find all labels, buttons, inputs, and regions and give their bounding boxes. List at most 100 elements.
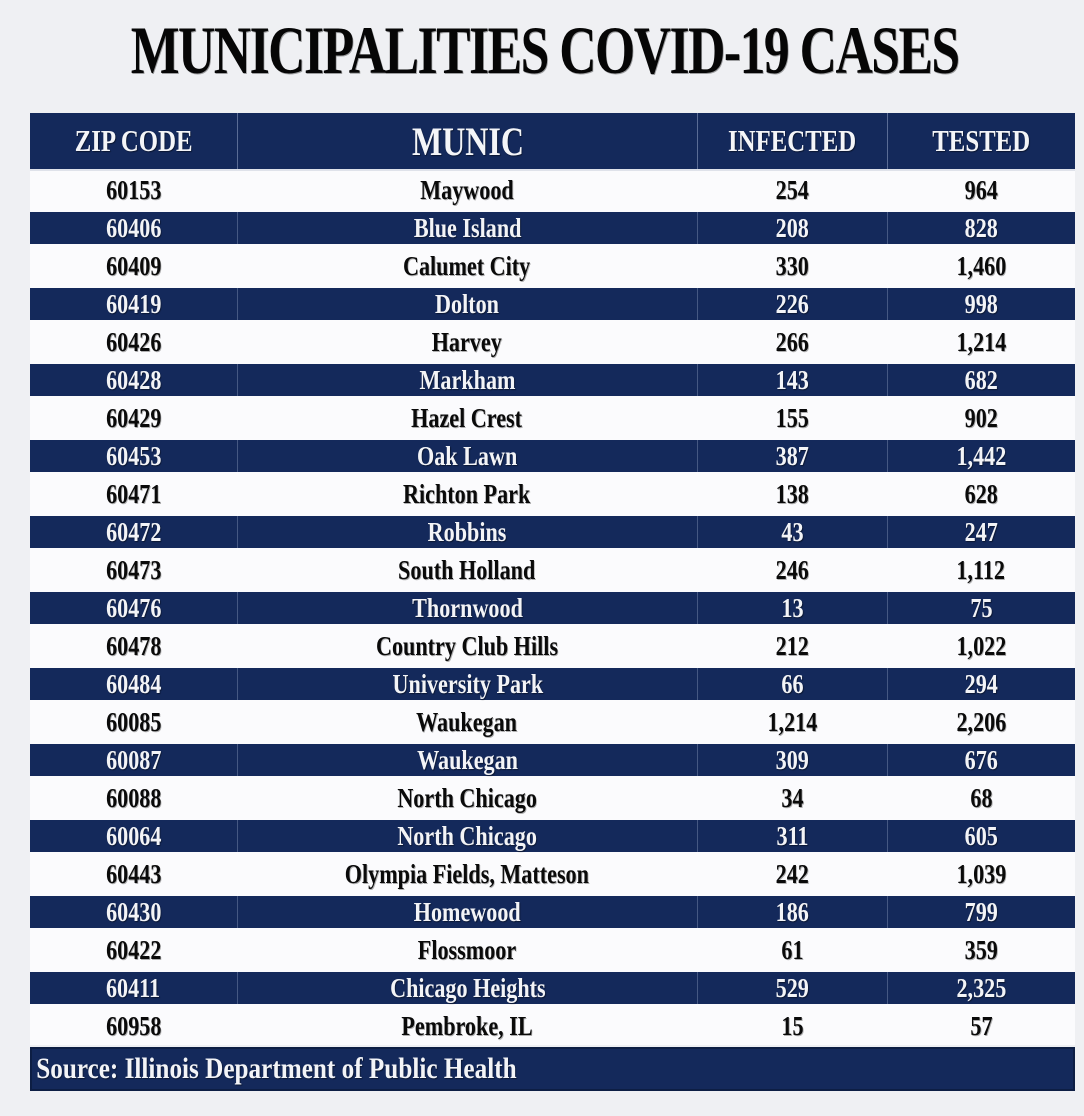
tested-value: 1,214 [956,326,1006,357]
municipality-value: Hazel Crest [411,402,523,433]
municipality-value: Robbins [428,516,507,547]
municipality-value: North Chicago [397,820,538,851]
zip-code-value: 60085 [105,706,162,737]
infected-value: 330 [775,250,809,281]
zip-code-value: 60088 [105,782,162,813]
municipality-value: Calumet City [403,250,531,281]
infected-cell: 143 [697,364,887,396]
table-row: 60472 Robbins 43 247 [30,513,1075,551]
header-label-infected: INFECTED [728,123,857,158]
zip-code-cell: 60419 [30,288,237,320]
infected-cell: 13 [697,592,887,624]
municipality-value: Waukegan [417,744,518,775]
tested-cell: 828 [887,212,1075,244]
tested-value: 359 [964,934,998,965]
tested-value: 828 [964,212,999,243]
infected-cell: 330 [697,247,887,285]
header-cell-zip-code: ZIP CODE [30,113,237,169]
zip-code-value: 60411 [106,972,161,1003]
municipality-cell: Pembroke, IL [237,1007,697,1045]
infected-value: 1,214 [767,706,817,737]
municipality-cell: Calumet City [237,247,697,285]
infected-value: 186 [775,896,810,927]
infected-cell: 155 [697,399,887,437]
tested-value: 1,442 [956,440,1007,471]
tested-cell: 294 [887,668,1075,700]
infected-value: 226 [775,288,810,319]
page-title-text: MUNICIPALITIES COVID-19 CASES [130,12,960,88]
municipality-value: Olympia Fields, Matteson [344,858,590,889]
tested-value: 682 [964,364,999,395]
zip-code-cell: 60484 [30,668,237,700]
zip-code-cell: 60428 [30,364,237,396]
infected-cell: 309 [697,744,887,776]
tested-cell: 1,039 [887,855,1075,893]
table-row: 60419 Dolton 226 998 [30,285,1075,323]
zip-code-value: 60422 [105,934,162,965]
source-bar: Source: Illinois Department of Public He… [30,1047,1075,1091]
covid-cases-table: ZIP CODE MUNIC INFECTED TESTED 60153 May… [30,113,1075,1091]
zip-code-value: 60087 [105,744,162,775]
infected-value: 529 [775,972,810,1003]
municipality-cell: North Chicago [237,820,697,852]
infected-cell: 138 [697,475,887,513]
table-row: 60411 Chicago Heights 529 2,325 [30,969,1075,1007]
municipality-value: Dolton [435,288,500,319]
zip-code-value: 60958 [105,1010,162,1041]
municipality-cell: Dolton [237,288,697,320]
table-row: 60443 Olympia Fields, Matteson 242 1,039 [30,855,1075,893]
municipality-value: Maywood [420,174,514,205]
zip-code-cell: 60411 [30,972,237,1004]
infected-cell: 226 [697,288,887,320]
tested-cell: 628 [887,475,1075,513]
tested-cell: 2,206 [887,703,1075,741]
municipality-cell: Harvey [237,323,697,361]
infected-value: 43 [781,516,804,547]
zip-code-value: 60409 [105,250,162,281]
zip-code-value: 60430 [105,896,162,927]
infected-cell: 208 [697,212,887,244]
table-row: 60430 Homewood 186 799 [30,893,1075,931]
tested-value: 1,039 [956,858,1006,889]
infected-value: 61 [780,934,804,965]
zip-code-cell: 60453 [30,440,237,472]
infected-value: 34 [780,782,804,813]
table-row: 60409 Calumet City 330 1,460 [30,247,1075,285]
header-cell-tested: TESTED [887,113,1075,169]
municipality-value: Blue Island [413,212,522,243]
table-row: 60153 Maywood 254 964 [30,171,1075,209]
tested-cell: 75 [887,592,1075,624]
table-header-row: ZIP CODE MUNIC INFECTED TESTED [30,113,1075,171]
municipality-cell: Olympia Fields, Matteson [237,855,697,893]
table-row: 60085 Waukegan 1,214 2,206 [30,703,1075,741]
table-row: 60453 Oak Lawn 387 1,442 [30,437,1075,475]
zip-code-cell: 60153 [30,171,237,209]
zip-code-value: 60426 [105,326,162,357]
zip-code-value: 60476 [105,592,162,623]
table-row: 60064 North Chicago 311 605 [30,817,1075,855]
zip-code-value: 60484 [105,668,162,699]
zip-code-cell: 60064 [30,820,237,852]
tested-cell: 1,112 [887,551,1075,589]
infected-value: 13 [781,592,804,623]
table-row: 60406 Blue Island 208 828 [30,209,1075,247]
municipality-value: Harvey [431,326,503,357]
tested-value: 1,112 [956,554,1006,585]
municipality-cell: Hazel Crest [237,399,697,437]
tested-cell: 68 [887,779,1075,817]
infected-cell: 1,214 [697,703,887,741]
tested-cell: 902 [887,399,1075,437]
municipality-cell: Robbins [237,516,697,548]
infected-value: 208 [775,212,810,243]
infected-cell: 61 [697,931,887,969]
zip-code-value: 60471 [105,478,162,509]
zip-code-value: 60453 [105,440,162,471]
infected-cell: 242 [697,855,887,893]
table-row: 60429 Hazel Crest 155 902 [30,399,1075,437]
table-row: 60088 North Chicago 34 68 [30,779,1075,817]
municipality-cell: North Chicago [237,779,697,817]
infected-cell: 43 [697,516,887,548]
infected-cell: 66 [697,668,887,700]
municipality-cell: Markham [237,364,697,396]
zip-code-value: 60429 [105,402,162,433]
